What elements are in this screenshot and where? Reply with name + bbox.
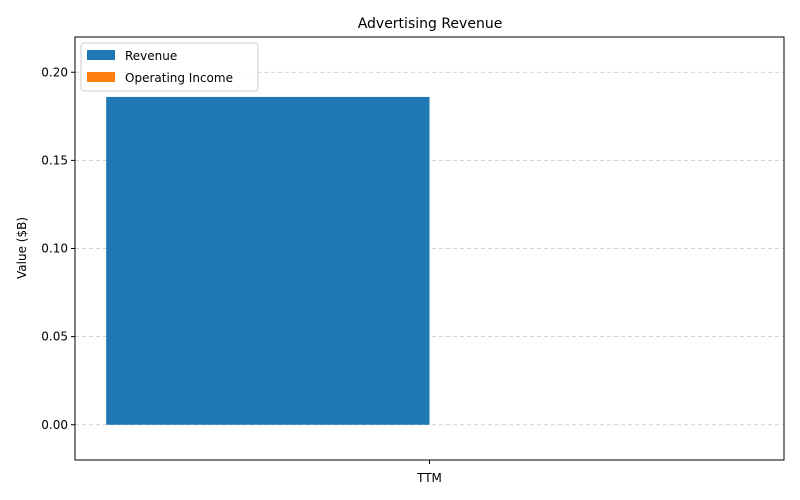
legend-label: Operating Income — [125, 71, 233, 85]
y-tick-label: 0.00 — [41, 418, 68, 432]
y-tick-label: 0.15 — [41, 153, 68, 167]
x-ticks: TTM — [416, 460, 442, 485]
legend: Revenue Operating Income — [80, 42, 259, 92]
y-tick-label: 0.20 — [41, 65, 68, 79]
y-tick-label: 0.10 — [41, 242, 68, 256]
x-tick-label: TTM — [416, 471, 442, 485]
y-axis-label: Value ($B) — [15, 217, 29, 279]
legend-label: Revenue — [125, 49, 177, 63]
bars — [106, 96, 430, 425]
legend-swatch — [87, 50, 115, 60]
legend-box — [80, 42, 259, 92]
y-ticks: 0.00 0.05 0.10 0.15 0.20 — [41, 65, 75, 432]
chart-title: Advertising Revenue — [358, 16, 503, 32]
legend-swatch — [87, 72, 115, 82]
bar-revenue — [106, 96, 430, 425]
grid-lines — [75, 71, 784, 426]
y-tick-label: 0.05 — [41, 330, 68, 344]
